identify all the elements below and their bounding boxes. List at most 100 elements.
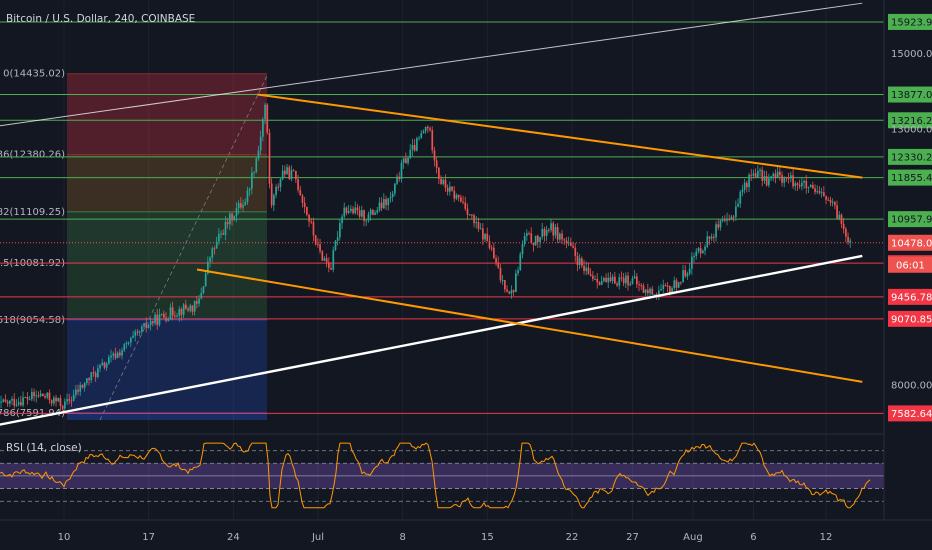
candle-body <box>710 236 713 239</box>
candle-body <box>400 162 403 180</box>
candle-body <box>543 228 546 236</box>
candle-body <box>55 397 57 402</box>
candle-body <box>759 169 761 172</box>
candle-body <box>521 244 524 255</box>
candle-body <box>167 319 170 321</box>
candle-body <box>147 324 150 329</box>
fib-zone <box>67 154 267 212</box>
candle-body <box>567 242 570 244</box>
candle-body <box>497 262 500 268</box>
candle-body <box>662 285 665 289</box>
candle-body <box>838 214 841 219</box>
candle-body <box>488 241 491 248</box>
time-axis-label: 27 <box>626 532 639 543</box>
candle-body <box>776 171 779 178</box>
candle-body <box>141 326 143 332</box>
candle-body <box>768 178 770 186</box>
time-axis-label: 8 <box>399 532 405 543</box>
candle-body <box>191 305 194 312</box>
candle-body <box>438 167 440 179</box>
candle-body <box>754 173 757 178</box>
candle-body <box>739 191 742 204</box>
candle-body <box>116 352 119 359</box>
candle-body <box>15 404 18 406</box>
candle-body <box>691 256 693 269</box>
candle-body <box>332 249 335 270</box>
candle-body <box>596 278 599 283</box>
candle-body <box>570 242 572 246</box>
time-axis-label: 15 <box>481 532 494 543</box>
candle-body <box>341 216 343 224</box>
candle-body <box>277 186 280 188</box>
candle-body <box>251 172 253 189</box>
candle-body <box>123 344 126 351</box>
candle-body <box>592 275 594 279</box>
candle-body <box>666 285 669 287</box>
candle-body <box>684 270 687 277</box>
candle-body <box>581 258 583 266</box>
candle-body <box>761 169 764 181</box>
candle-body <box>138 331 141 333</box>
candle-body <box>812 184 814 189</box>
candle-body <box>449 186 451 192</box>
candle-body <box>827 199 830 201</box>
candle-body <box>92 372 95 374</box>
price-tag-red <box>888 405 932 422</box>
fib-zone <box>67 263 267 320</box>
candle-body <box>451 186 453 191</box>
candle-body <box>790 175 792 179</box>
candle-body <box>345 207 348 213</box>
candle-body <box>240 203 242 208</box>
candle-body <box>224 221 227 235</box>
countdown-badge <box>888 256 932 273</box>
candle-body <box>523 235 526 245</box>
candle-body <box>145 323 148 329</box>
candle-body <box>574 247 577 256</box>
candle-body <box>695 251 698 257</box>
candle-body <box>477 222 480 229</box>
candle-body <box>726 218 728 221</box>
candle-body <box>119 352 121 356</box>
candle-body <box>706 236 709 247</box>
price-tag-label: 7582.64 <box>891 409 932 420</box>
price-tag-green <box>888 13 932 30</box>
candle-body <box>823 192 825 197</box>
candle-body <box>757 171 759 178</box>
candle-body <box>442 179 445 185</box>
candle-body <box>270 183 273 206</box>
candle-body <box>594 278 596 280</box>
candle-body <box>737 203 739 207</box>
candle-body <box>325 258 328 263</box>
candle-body <box>743 182 746 190</box>
candle-body <box>499 267 502 281</box>
candle-body <box>779 171 781 176</box>
candle-body <box>35 395 38 397</box>
candle-body <box>629 283 632 286</box>
candle-body <box>369 209 372 215</box>
candle-body <box>468 214 471 216</box>
candle-body <box>836 205 838 219</box>
candle-body <box>713 236 715 238</box>
candle-body <box>541 228 544 238</box>
candle-body <box>156 314 159 325</box>
candle-body <box>374 212 376 215</box>
candle-body <box>200 292 203 299</box>
countdown-label: 06:01 <box>896 260 925 271</box>
candle-body <box>178 309 181 316</box>
price-tag-green <box>888 86 932 103</box>
candle-body <box>235 208 238 216</box>
candle-body <box>796 183 799 185</box>
candle-body <box>730 216 733 220</box>
price-tag-label: 11855.44 <box>891 173 932 184</box>
candle-body <box>66 399 68 402</box>
candle-body <box>268 132 271 184</box>
candle-body <box>530 233 533 243</box>
time-axis-label: Jul <box>311 532 324 543</box>
candle-body <box>59 397 62 406</box>
candle-body <box>176 315 178 317</box>
candle-body <box>136 331 139 333</box>
candle-body <box>708 236 711 239</box>
candle-body <box>424 126 427 132</box>
candle-body <box>130 337 132 343</box>
